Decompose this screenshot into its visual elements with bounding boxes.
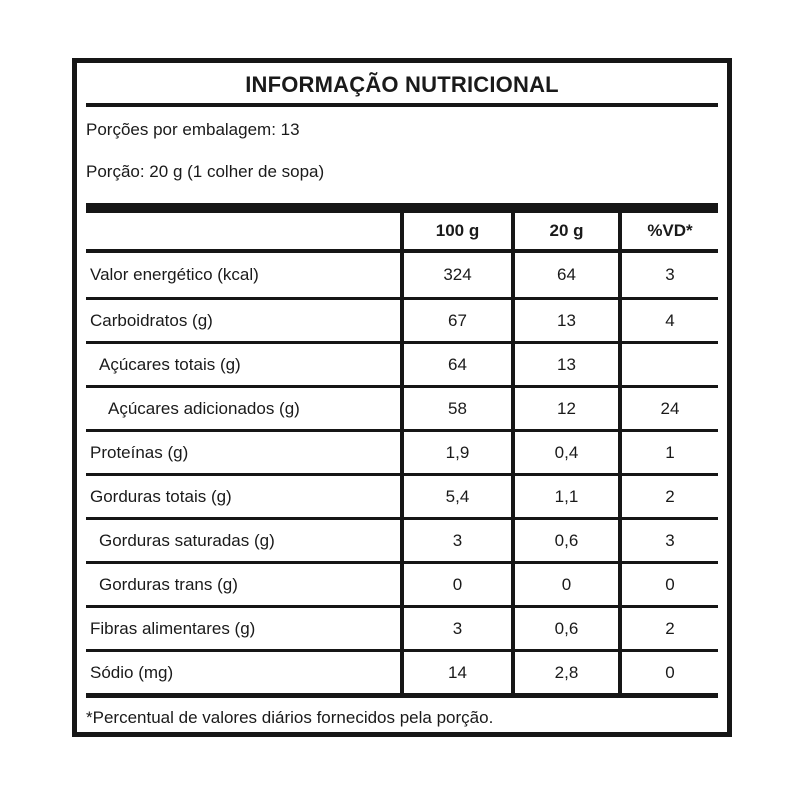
table-row: Proteínas (g) 1,9 0,4 1 (86, 429, 718, 473)
value-daily-percent: 2 (618, 476, 718, 517)
value-per-portion: 64 (511, 253, 618, 297)
title-divider (86, 103, 718, 107)
table-row: Sódio (mg) 14 2,8 0 (86, 649, 718, 693)
nutrition-facts-label: INFORMAÇÃO NUTRICIONAL Porções por embal… (72, 58, 732, 737)
header-col-100g: 100 g (400, 213, 511, 249)
nutrient-name: Açúcares totais (g) (99, 354, 241, 374)
table-body: Valor energético (kcal) 324 64 3 Carboid… (86, 253, 718, 693)
value-daily-percent: 3 (618, 520, 718, 561)
value-daily-percent: 1 (618, 432, 718, 473)
value-per-100g: 3 (400, 608, 511, 649)
nutrient-name: Sódio (mg) (90, 662, 174, 682)
nutrient-name: Valor energético (kcal) (90, 265, 259, 284)
value-daily-percent: 24 (618, 388, 718, 429)
nutrient-name: Gorduras saturadas (g) (99, 530, 275, 550)
value-daily-percent (618, 344, 718, 385)
value-per-100g: 3 (400, 520, 511, 561)
footnote-text: *Percentual de valores diários fornecido… (86, 708, 494, 727)
servings-per-package-text: Porções por embalagem: 13 (86, 120, 300, 139)
nutrient-name: Gorduras totais (g) (90, 486, 232, 506)
header-col-20g: 20 g (511, 213, 618, 249)
table-header-row: 100 g 20 g %VD* (86, 213, 718, 249)
value-per-portion: 0,6 (511, 608, 618, 649)
header-divider (86, 249, 718, 253)
table-row: Açúcares totais (g) 64 13 (86, 341, 718, 385)
value-per-portion: 12 (511, 388, 618, 429)
portion-size-text: Porção: 20 g (1 colher de sopa) (86, 162, 325, 181)
table-row: Açúcares adicionados (g) 58 12 24 (86, 385, 718, 429)
footnote-divider (86, 693, 718, 698)
value-per-100g: 14 (400, 652, 511, 693)
value-per-portion: 0,4 (511, 432, 618, 473)
table-row: Gorduras totais (g) 5,4 1,1 2 (86, 473, 718, 517)
value-per-portion: 13 (511, 344, 618, 385)
value-daily-percent: 4 (618, 300, 718, 341)
value-per-portion: 2,8 (511, 652, 618, 693)
value-per-portion: 1,1 (511, 476, 618, 517)
value-daily-percent: 2 (618, 608, 718, 649)
table-row: Gorduras saturadas (g) 3 0,6 3 (86, 517, 718, 561)
header-empty-cell (86, 213, 400, 249)
table-row: Fibras alimentares (g) 3 0,6 2 (86, 605, 718, 649)
label-title: INFORMAÇÃO NUTRICIONAL (245, 72, 559, 97)
table-row: Valor energético (kcal) 324 64 3 (86, 253, 718, 297)
nutrient-name: Carboidratos (g) (90, 310, 213, 330)
value-per-100g: 0 (400, 564, 511, 605)
value-per-portion: 0 (511, 564, 618, 605)
value-daily-percent: 0 (618, 652, 718, 693)
nutrient-name: Proteínas (g) (90, 442, 189, 462)
value-daily-percent: 0 (618, 564, 718, 605)
value-per-portion: 0,6 (511, 520, 618, 561)
value-per-100g: 1,9 (400, 432, 511, 473)
nutrient-name: Gorduras trans (g) (99, 574, 238, 594)
table-top-bar (86, 203, 718, 213)
value-per-100g: 67 (400, 300, 511, 341)
value-per-100g: 58 (400, 388, 511, 429)
value-per-100g: 324 (400, 253, 511, 297)
value-daily-percent: 3 (618, 253, 718, 297)
header-col-percent-vd: %VD* (618, 213, 718, 249)
table-row: Carboidratos (g) 67 13 4 (86, 297, 718, 341)
value-per-100g: 64 (400, 344, 511, 385)
table-row: Gorduras trans (g) 0 0 0 (86, 561, 718, 605)
value-per-100g: 5,4 (400, 476, 511, 517)
nutrient-name: Açúcares adicionados (g) (108, 398, 300, 418)
value-per-portion: 13 (511, 300, 618, 341)
nutrient-name: Fibras alimentares (g) (90, 618, 256, 638)
